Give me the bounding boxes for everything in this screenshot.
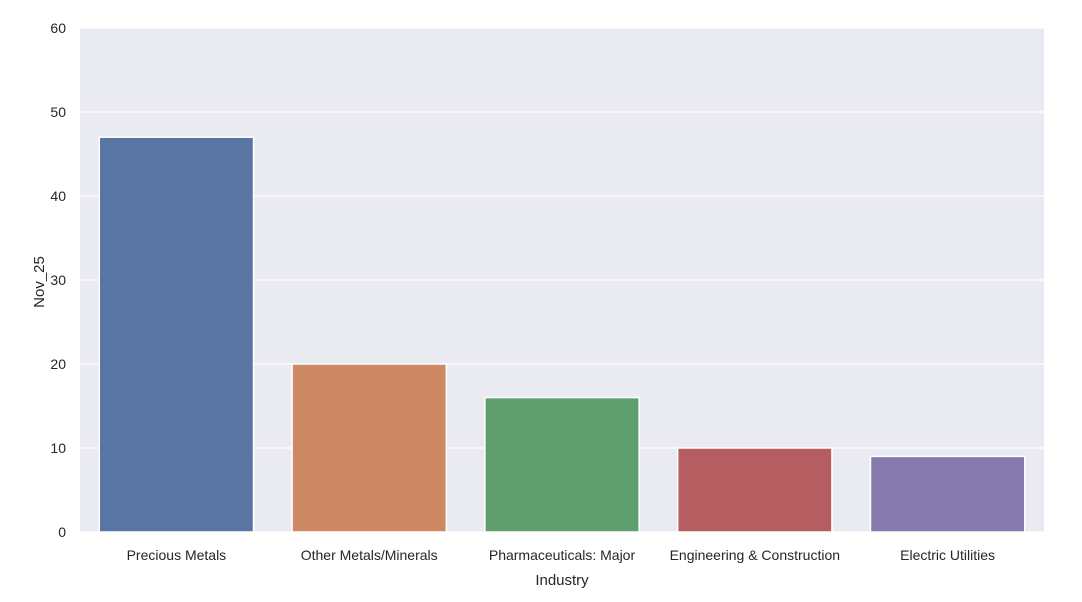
y-axis-ticks: 0 10 20 30 40 50 60 — [50, 20, 66, 540]
bar — [98, 136, 255, 533]
bar — [291, 363, 448, 533]
x-axis-label: Industry — [535, 572, 589, 589]
y-tick-label: 60 — [50, 20, 66, 36]
x-tick-label: Engineering & Construction — [670, 547, 840, 563]
x-tick-label: Other Metals/Minerals — [301, 547, 438, 563]
x-tick-label: Precious Metals — [127, 547, 227, 563]
x-tick-label: Electric Utilities — [900, 547, 995, 563]
y-tick-label: 40 — [50, 188, 66, 204]
bar — [484, 396, 640, 533]
y-tick-label: 30 — [50, 272, 66, 288]
y-tick-label: 10 — [50, 440, 66, 456]
x-axis-ticks: Precious Metals Other Metals/Minerals Phar… — [127, 547, 995, 563]
y-tick-label: 20 — [50, 356, 66, 372]
bars — [98, 136, 1026, 533]
y-axis-label: Nov_25 — [31, 256, 48, 308]
y-tick-label: 50 — [50, 104, 66, 120]
y-tick-label: 0 — [58, 524, 66, 540]
bar — [676, 447, 833, 533]
x-tick-label: Pharmaceuticals: Major — [489, 547, 636, 563]
bar — [869, 455, 1026, 533]
